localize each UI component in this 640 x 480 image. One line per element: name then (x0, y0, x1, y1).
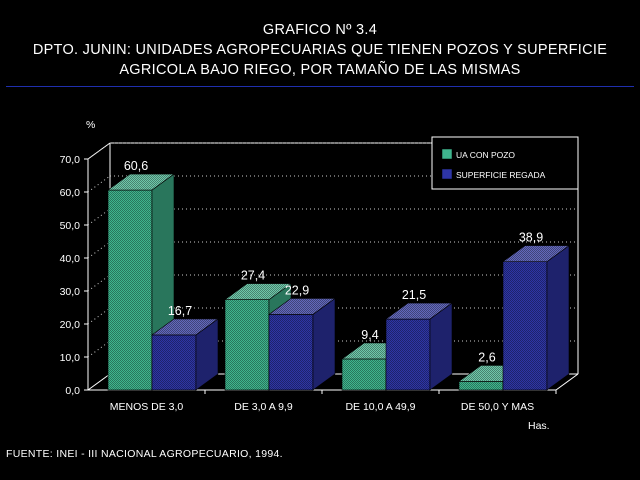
bar-superficie-regada-texture (386, 319, 430, 390)
floor-left-edge (87, 373, 111, 391)
y-tick-label: 50,0 (60, 220, 81, 232)
legend-box (431, 136, 579, 190)
data-label: 2,6 (478, 350, 495, 364)
bar-superficie-regada-texture (503, 261, 547, 390)
x-tick-label: MENOS DE 3,0 (110, 401, 184, 413)
y-axis-label: % (86, 119, 95, 131)
y-tick-label: 60,0 (60, 187, 81, 199)
data-label: 60,6 (124, 159, 148, 173)
y-tick-label: 10,0 (60, 352, 81, 364)
y-tick-label: 40,0 (60, 253, 81, 265)
x-tick-label: DE 50,0 Y MAS (461, 401, 534, 413)
source-note: FUENTE: INEI - III NACIONAL AGROPECUARIO… (6, 448, 283, 460)
bar-ua-con-pozo-texture (225, 299, 269, 390)
x-axis-label: Has. (528, 420, 550, 432)
data-label: 27,4 (241, 269, 265, 283)
bar-superficie-regada-top-texture (386, 303, 452, 320)
bar-ua-con-pozo-texture (459, 381, 503, 390)
gridline-side (87, 175, 111, 193)
data-label: 16,7 (168, 304, 192, 318)
x-tick-label: DE 3,0 A 9,9 (234, 401, 293, 413)
bar-superficie-regada-side (546, 245, 570, 391)
floor-right-edge (555, 373, 579, 391)
bar-superficie-regada-texture (269, 314, 313, 390)
bar-superficie-regada-texture (152, 334, 196, 390)
y-tick-label: 20,0 (60, 319, 81, 331)
bar-ua-con-pozo-top-texture (225, 283, 291, 300)
x-tick-label: DE 10,0 A 49,9 (345, 401, 415, 413)
y-tick-label: 30,0 (60, 286, 81, 298)
legend-swatch-superficie-regada (441, 168, 453, 180)
bar-superficie-regada-top-texture (269, 298, 335, 315)
data-label: 9,4 (361, 328, 378, 342)
gridline-side (87, 340, 111, 358)
chart-subtitle-line-1: DPTO. JUNIN: UNIDADES AGROPECUARIAS QUE … (32, 42, 608, 58)
gridline-side (87, 241, 111, 259)
bar-ua-con-pozo-texture (342, 358, 386, 390)
chart-subtitle-line-2: AGRICOLA BAJO RIEGO, POR TAMAÑO DE LAS M… (119, 62, 521, 78)
chart-title: GRAFICO Nº 3.4 (262, 22, 378, 38)
y-tick-label: 70,0 (60, 154, 81, 166)
legend-label-superficie-regada: SUPERFICIE REGADA (456, 170, 546, 180)
bar-ua-con-pozo-texture (108, 190, 152, 390)
data-label: 21,5 (402, 288, 426, 302)
gridline-side (87, 274, 111, 292)
data-label: 38,9 (519, 231, 543, 245)
bar-superficie-regada-top-texture (152, 318, 218, 335)
gridline-side (87, 307, 111, 325)
bar-ua-con-pozo-top-texture (108, 174, 174, 191)
legend-label-ua-con-pozo: UA CON POZO (456, 150, 515, 160)
gridline-side (87, 208, 111, 226)
bar-superficie-regada-top-texture (503, 245, 569, 262)
title-divider (6, 86, 634, 87)
data-label: 22,9 (285, 283, 309, 297)
legend-swatch-ua-con-pozo (441, 148, 453, 160)
gridline-side (87, 142, 111, 160)
y-tick-label: 0,0 (65, 385, 80, 397)
